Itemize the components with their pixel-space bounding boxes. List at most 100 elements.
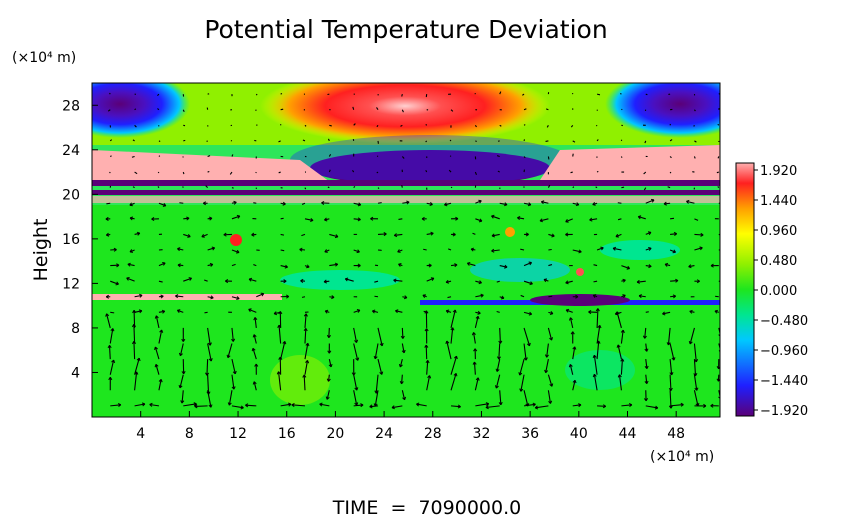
vector-arrow — [369, 405, 379, 408]
vector-arrow-head — [194, 404, 198, 409]
vector-arrow — [523, 262, 532, 267]
vector-arrow — [401, 156, 405, 159]
colorbar-tick-label: 0.960 — [760, 224, 797, 239]
colorbar-tick-label: 1.440 — [760, 194, 797, 209]
vector-arrow — [400, 124, 403, 127]
vector-arrow-head — [491, 214, 495, 219]
vector-arrow-head — [138, 309, 143, 314]
vector-arrow — [231, 327, 234, 342]
vector-arrow — [717, 186, 720, 189]
vector-arrow — [304, 124, 307, 127]
colorbar-tick-label: −1.440 — [760, 374, 808, 389]
vector-arrow-head — [718, 350, 720, 353]
vector-arrow — [520, 294, 525, 298]
vector-arrow — [535, 405, 549, 409]
vector-arrow — [301, 296, 306, 298]
y-axis: 4 8 12 16 20 24 28 — [62, 98, 98, 381]
vector-arrow — [206, 359, 209, 376]
vector-arrow — [149, 403, 160, 407]
vector-arrow-head — [568, 364, 573, 368]
vector-arrow-head — [534, 405, 539, 410]
vector-arrow-head — [240, 405, 244, 410]
vector-arrow-head — [160, 294, 164, 299]
vector-arrow-head — [504, 202, 508, 207]
vector-arrow — [353, 218, 361, 221]
y-tick-label: 16 — [62, 232, 80, 248]
vector-arrow — [328, 154, 332, 157]
vector-arrow-head — [430, 277, 435, 281]
vector-arrow-head — [626, 265, 631, 270]
vector-arrow-head — [471, 332, 476, 336]
vector-arrow — [475, 200, 482, 204]
vector-arrow — [179, 374, 184, 389]
vector-arrow — [207, 155, 211, 157]
vector-arrow-head — [117, 402, 122, 408]
vector-arrow-head — [371, 309, 376, 314]
vector-arrow — [669, 139, 673, 142]
vector-arrow — [621, 186, 625, 189]
vector-arrow — [474, 171, 477, 175]
vector-arrow-head — [236, 214, 241, 219]
vector-arrow — [327, 138, 330, 142]
vector-arrow-head — [616, 344, 621, 348]
vector-arrow — [491, 233, 500, 237]
vector-arrow — [280, 403, 292, 407]
vector-arrow-head — [445, 279, 450, 284]
vector-arrow — [596, 93, 601, 96]
vector-arrow-head — [110, 328, 115, 332]
vector-arrow — [491, 249, 500, 252]
vector-arrow — [621, 265, 630, 270]
vector-arrow — [596, 325, 601, 344]
vector-arrow-head — [671, 357, 676, 361]
vector-arrow — [491, 215, 500, 220]
vector-arrow — [301, 202, 306, 205]
vector-arrow — [570, 171, 573, 174]
vector-arrow-head — [452, 232, 456, 237]
vector-arrow-head — [356, 309, 361, 313]
vector-arrow — [375, 374, 379, 394]
vector-arrow — [547, 390, 552, 404]
vector-arrow — [231, 296, 240, 300]
vector-arrow-head — [105, 294, 110, 299]
vector-arrow — [353, 249, 360, 253]
vector-arrow-head — [548, 400, 553, 404]
vector-arrow — [253, 264, 257, 267]
vector-arrow — [278, 140, 281, 143]
vector-arrow-head — [491, 233, 495, 238]
vector-arrow-head — [457, 404, 461, 409]
y-axis-label: Height — [30, 219, 52, 282]
vector-arrow — [539, 218, 549, 222]
vector-arrow — [593, 374, 598, 391]
vector-arrow — [474, 377, 479, 391]
vector-arrow-head — [231, 338, 236, 342]
vector-arrow — [447, 296, 452, 299]
vector-arrow-head — [344, 277, 349, 282]
vector-arrow — [572, 404, 582, 407]
vector-arrow-head — [700, 232, 704, 237]
vector-arrow-head — [178, 384, 183, 389]
colorbar-tick-label: −0.480 — [760, 314, 808, 329]
vector-arrow-head — [154, 315, 159, 319]
vector-arrow-head — [592, 373, 597, 378]
vector-arrow — [617, 218, 622, 221]
vector-arrow — [570, 124, 574, 128]
vector-arrow — [496, 155, 500, 158]
vector-arrow — [520, 248, 525, 251]
vector-arrow-head — [111, 359, 116, 364]
vector-arrow-head — [494, 385, 499, 389]
vector-arrow-head — [496, 356, 501, 360]
vector-arrow-head — [178, 352, 183, 357]
vector-arrow — [374, 390, 379, 407]
vector-arrow — [449, 139, 452, 142]
vector-arrow — [352, 106, 355, 110]
vector-arrow — [110, 311, 115, 314]
vector-arrow — [593, 355, 598, 375]
vector-arrow-head — [532, 402, 536, 407]
vector-arrow — [497, 170, 500, 173]
y-unit-label: (×10⁴ m) — [12, 50, 76, 66]
vector-arrow — [327, 374, 330, 382]
vector-arrow-head — [105, 232, 110, 237]
vector-arrow — [541, 201, 549, 204]
vector-arrow-head — [565, 308, 570, 313]
vector-arrow-head — [444, 202, 448, 207]
